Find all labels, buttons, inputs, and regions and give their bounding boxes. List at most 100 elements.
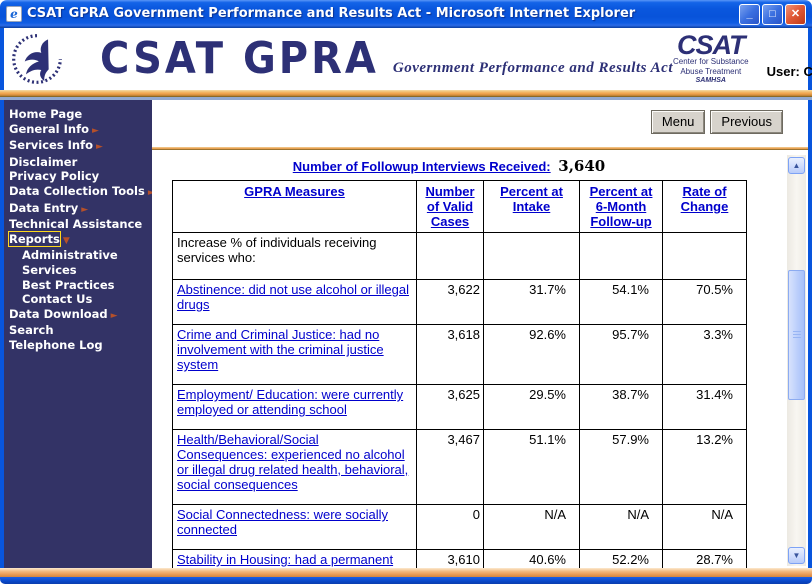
followup-interviews-count: 3,640: [558, 157, 606, 175]
col-header-percent-intake[interactable]: Percent at Intake: [500, 184, 563, 214]
followup-value: 38.7%: [579, 384, 663, 430]
rate-of-change-value: N/A: [662, 504, 747, 550]
table-row: Social Connectedness: were socially conn…: [172, 504, 747, 550]
table-row: Crime and Criminal Justice: had no invol…: [172, 324, 747, 385]
measure-link-employment[interactable]: Employment/ Education: were currently em…: [177, 387, 404, 417]
measure-link-social-connectedness[interactable]: Social Connectedness: were socially conn…: [177, 507, 388, 537]
sidebar-item-search[interactable]: Search: [9, 323, 54, 338]
gpra-measures-table: GPRA Measures Number of Valid Cases Perc…: [172, 180, 747, 568]
minimize-button[interactable]: _: [739, 3, 760, 25]
sidebar-item-technical-assistance[interactable]: Technical Assistance: [9, 217, 143, 232]
col-header-rate-of-change[interactable]: Rate of Change: [680, 184, 729, 214]
header-steel-divider: [0, 97, 812, 100]
sidebar-item-data-collection-tools[interactable]: Data Collection Tools►: [9, 184, 155, 201]
followup-interviews-link[interactable]: Number of Followup Interviews Received:: [292, 159, 551, 174]
hhs-eagle-logo: [12, 34, 62, 84]
main-content: Menu Previous Number of Followup Intervi…: [152, 100, 808, 568]
header-orange-divider: [0, 90, 812, 97]
followup-value: 57.9%: [579, 429, 663, 505]
report-heading: Number of Followup Interviews Received: …: [152, 158, 746, 175]
submenu-open-arrow-icon: ▼: [62, 235, 70, 246]
intake-value: 40.6%: [483, 549, 580, 568]
col-header-gpra-measures[interactable]: GPRA Measures: [244, 184, 345, 199]
valid-cases-value: 0: [416, 504, 484, 550]
rate-of-change-value: 31.4%: [662, 384, 747, 430]
rate-of-change-value: 28.7%: [662, 549, 747, 568]
sidebar-item-services[interactable]: Services: [22, 262, 77, 277]
scroll-up-button[interactable]: ▲: [788, 157, 805, 174]
app-header: CSAT GPRA Government Performance and Res…: [0, 28, 812, 90]
valid-cases-value: 3,467: [416, 429, 484, 505]
title-bar: e CSAT GPRA Government Performance and R…: [0, 0, 812, 28]
valid-cases-value: 3,622: [416, 279, 484, 325]
intake-value: 92.6%: [483, 324, 580, 385]
csat-logo-line1: Center for Substance: [672, 57, 749, 66]
sidebar-item-disclaimer[interactable]: Disclaimer: [9, 154, 78, 169]
maximize-button[interactable]: □: [762, 3, 783, 25]
user-label: User: Christopher Shumway: [766, 64, 812, 79]
close-button[interactable]: ✕: [785, 3, 806, 25]
sidebar-item-services-info[interactable]: Services Info ►: [9, 138, 103, 153]
measure-link-stability-housing[interactable]: Stability in Housing: had a permanent pl…: [177, 552, 394, 568]
valid-cases-value: 3,610: [416, 549, 484, 568]
measure-link-health[interactable]: Health/Behavioral/Social Consequences: e…: [177, 432, 409, 492]
menu-button[interactable]: Menu: [650, 110, 706, 134]
sidebar-item-data-download[interactable]: Data Download ►: [9, 306, 118, 321]
window-title: CSAT GPRA Government Performance and Res…: [27, 6, 636, 21]
csat-logo-acronym: CSAT: [677, 29, 745, 60]
scrollbar-thumb[interactable]: [788, 270, 805, 400]
followup-value: 54.1%: [579, 279, 663, 325]
measure-link-abstinence[interactable]: Abstinence: did not use alcohol or illeg…: [177, 282, 409, 312]
sidebar-item-reports[interactable]: Reports ▼: [8, 230, 70, 248]
table-row: Health/Behavioral/Social Consequences: e…: [172, 429, 747, 505]
sidebar-item-data-entry[interactable]: Data Entry ►: [9, 200, 89, 215]
sidebar-item-privacy-policy[interactable]: Privacy Policy: [9, 169, 100, 184]
col-header-percent-followup[interactable]: Percent at 6-Month Follow-up: [589, 184, 653, 229]
intake-value: 51.1%: [483, 429, 580, 505]
sidebar-item-telephone-log[interactable]: Telephone Log: [9, 337, 103, 352]
followup-value: N/A: [579, 504, 663, 550]
followup-value: 95.7%: [579, 324, 663, 385]
logout-link[interactable]: Logout: [767, 37, 812, 49]
brand-subtitle: Government Performance and Results Act: [392, 60, 673, 76]
rate-of-change-value: 3.3%: [662, 324, 747, 385]
table-row: Abstinence: did not use alcohol or illeg…: [172, 279, 747, 325]
table-intro-row: Increase % of individuals receiving serv…: [172, 232, 747, 280]
rate-of-change-value: 13.2%: [662, 429, 747, 505]
intake-value: 29.5%: [483, 384, 580, 430]
submenu-arrow-icon: ►: [91, 125, 99, 136]
rate-of-change-value: 70.5%: [662, 279, 747, 325]
sidebar-item-contact-us[interactable]: Contact Us: [22, 292, 93, 307]
sidebar-item-general-info[interactable]: General Info ►: [9, 121, 99, 136]
brand-title: CSAT GPRA: [100, 34, 379, 84]
table-row: Stability in Housing: had a permanent pl…: [172, 549, 747, 568]
sidebar-item-home-page[interactable]: Home Page: [9, 107, 83, 121]
scroll-down-button[interactable]: ▼: [788, 547, 805, 564]
col-header-valid-cases[interactable]: Number of Valid Cases: [425, 184, 475, 229]
brand-block: CSAT GPRA Government Performance and Res…: [100, 34, 673, 84]
submenu-arrow-icon: ►: [81, 204, 89, 215]
sidebar-nav: Home Page General Info ► Services Info ► D…: [4, 100, 155, 568]
content-divider: [152, 147, 808, 150]
csat-logo-line2: Abuse Treatment: [680, 66, 742, 76]
submenu-arrow-icon: ►: [110, 310, 118, 321]
ie-page-icon: e: [6, 6, 22, 22]
intake-value: 31.7%: [483, 279, 580, 325]
measure-link-crime[interactable]: Crime and Criminal Justice: had no invol…: [177, 327, 384, 372]
submenu-arrow-icon: ►: [96, 142, 103, 153]
report-scroll-area: Number of Followup Interviews Received: …: [152, 150, 808, 568]
bottom-orange-bar: [0, 568, 812, 577]
intro-row-label: Increase % of individuals receiving serv…: [172, 232, 417, 280]
csat-logo: CSAT Center for Substance Abuse Treatmen…: [672, 29, 749, 86]
valid-cases-value: 3,618: [416, 324, 484, 385]
window-bottom-border: [0, 577, 812, 584]
vertical-scrollbar[interactable]: ▲ ▼: [787, 155, 806, 566]
table-row: Employment/ Education: were currently em…: [172, 384, 747, 430]
sidebar-item-best-practices[interactable]: Best Practices: [22, 277, 115, 292]
sidebar-item-administrative[interactable]: Administrative: [22, 248, 118, 263]
submenu-arrow-icon: ►: [148, 188, 155, 198]
valid-cases-value: 3,625: [416, 384, 484, 430]
previous-button[interactable]: Previous: [710, 110, 783, 134]
csat-logo-line3: SAMHSA: [695, 77, 726, 85]
